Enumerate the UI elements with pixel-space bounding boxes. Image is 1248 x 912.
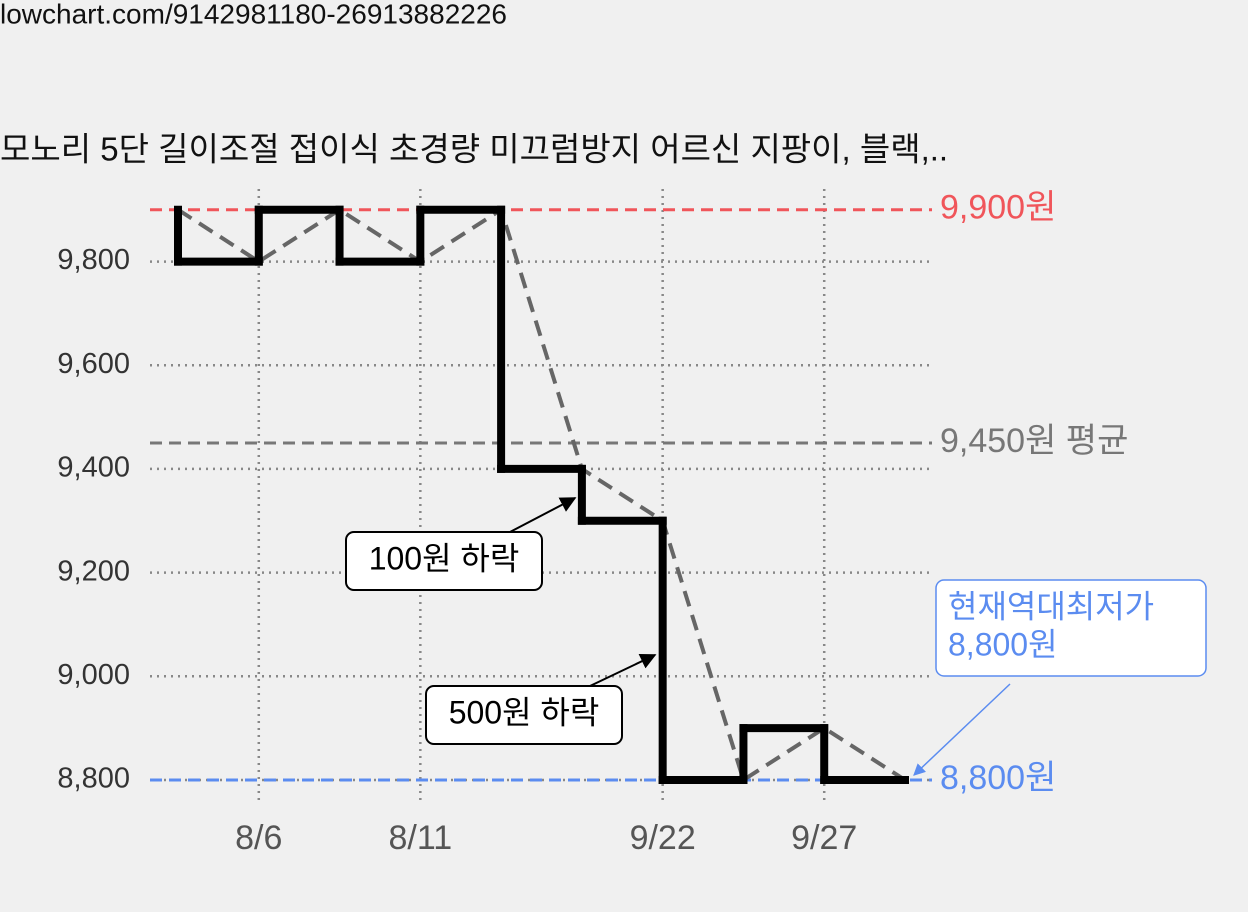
annotation-box	[345, 531, 543, 591]
annotation-arrow	[589, 653, 657, 687]
y-tick-label: 8,800	[57, 763, 130, 795]
x-tick-label: 8/6	[235, 819, 282, 857]
y-tick-label: 9,000	[57, 659, 130, 691]
y-tick-label: 9,800	[57, 244, 130, 276]
reference-label: 8,800원	[940, 759, 1056, 797]
annotation-text: 100원 하락	[369, 540, 520, 576]
x-tick-label: 9/27	[791, 819, 857, 857]
y-tick-label: 9,600	[57, 348, 130, 380]
y-tick-label: 9,200	[57, 555, 130, 587]
annotation-text: 8,800원	[948, 626, 1058, 662]
x-tick-label: 8/11	[389, 819, 453, 857]
annotation-box	[935, 579, 1207, 677]
x-tick-label: 9/22	[630, 819, 696, 857]
annotation-arrow	[913, 683, 1011, 776]
annotation-arrow	[509, 497, 577, 533]
annotation-text: 500원 하락	[449, 694, 600, 730]
reference-label: 9,900원	[940, 189, 1056, 227]
annotation-text: 현재역대최저가	[948, 588, 1154, 624]
y-tick-label: 9,400	[57, 452, 130, 484]
url: lowchart.com/9142981180-26913882226	[0, 0, 507, 29]
annotation-box	[425, 685, 623, 745]
chart-title: 모노리 5단 길이조절 접이식 초경량 미끄럼방지 어르신 지팡이, 블랙,..	[0, 131, 948, 168]
reference-label: 9,450원 평균	[940, 422, 1128, 460]
